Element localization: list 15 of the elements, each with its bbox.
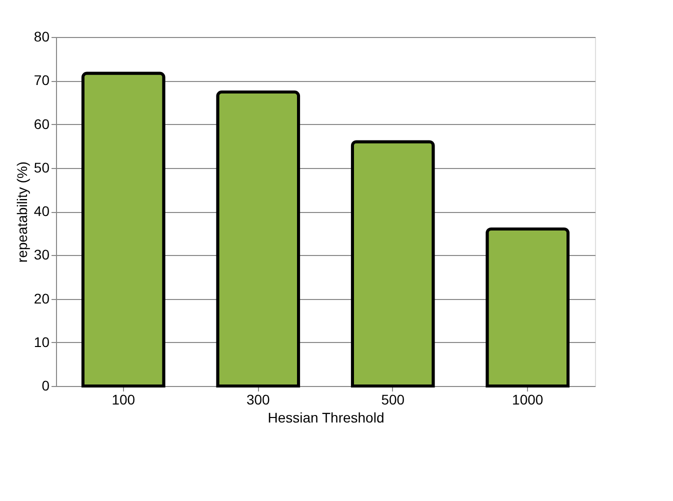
y-tick-label: 80 [34, 28, 50, 44]
x-axis-title: Hessian Threshold [268, 410, 384, 426]
y-tick-label: 0 [42, 378, 50, 394]
y-tick-label: 40 [34, 203, 50, 219]
y-tick-label: 20 [34, 290, 50, 306]
x-tick-label: 1000 [512, 392, 544, 408]
y-tick-label: 50 [34, 159, 50, 176]
y-tick-label: 10 [34, 334, 50, 350]
y-tick-label: 70 [34, 72, 50, 88]
y-tick-label: 60 [34, 116, 50, 132]
x-tick-label: 100 [112, 392, 136, 408]
y-axis-title: repeatability (%) [14, 161, 30, 263]
x-tick-label: 500 [381, 392, 405, 408]
x-tick-label: 300 [246, 392, 270, 408]
y-tick-label: 30 [34, 246, 50, 263]
